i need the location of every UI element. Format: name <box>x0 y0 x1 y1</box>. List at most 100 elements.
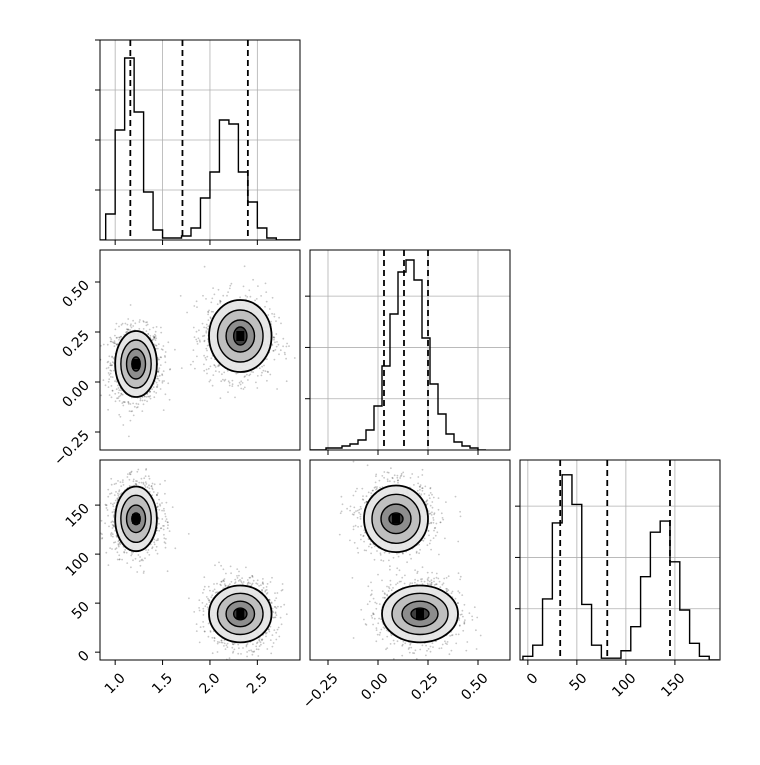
z-vs-x-point <box>118 554 120 556</box>
y-vs-x-point <box>167 382 169 384</box>
z-vs-x-point <box>139 556 141 558</box>
z-vs-x-point <box>257 583 259 585</box>
y-vs-x-point <box>111 356 113 358</box>
y-vs-x-point <box>205 359 207 361</box>
y-vs-x-point <box>266 301 268 303</box>
z-vs-y-panel-plot-area <box>339 459 482 660</box>
y-vs-x-point <box>212 287 214 289</box>
z-vs-x-point <box>225 585 227 587</box>
z-vs-x-point <box>237 644 239 646</box>
z-vs-x-point <box>113 542 115 544</box>
y-vs-x-point <box>103 379 105 381</box>
y-vs-x-point <box>228 380 230 382</box>
z-vs-x-point <box>155 550 157 552</box>
y-vs-x-point <box>160 332 162 334</box>
y-vs-x-point <box>210 366 212 368</box>
y-vs-x-point <box>229 385 231 387</box>
z-vs-x-point <box>247 579 249 581</box>
y-vs-x-point <box>224 380 226 382</box>
y-vs-x-point <box>267 314 269 316</box>
y-vs-x-point <box>165 361 167 363</box>
y-vs-x-point <box>128 403 130 405</box>
z-vs-y-point <box>342 503 344 505</box>
y-marginal-panel-plot-area <box>310 250 510 450</box>
z-vs-x-point <box>243 581 245 583</box>
y-vs-x-point <box>269 308 271 310</box>
z-vs-y-point <box>431 514 433 516</box>
y-vs-x-point <box>165 393 167 395</box>
z-vs-x-point <box>260 644 262 646</box>
y-vs-x-point <box>114 342 116 344</box>
y-vs-x-point <box>264 306 266 308</box>
z-vs-x-point <box>110 535 112 537</box>
z-vs-x-point <box>166 502 168 504</box>
z-vs-x-point <box>277 606 279 608</box>
z-vs-x-point <box>203 589 205 591</box>
z-marginal-histogram-step <box>523 475 719 660</box>
z-vs-x-point <box>272 634 274 636</box>
x-marginal-histogram-step <box>96 58 305 240</box>
z-vs-x-point <box>267 583 269 585</box>
y-vs-x-point <box>157 384 159 386</box>
y-vs-x-point <box>278 317 280 319</box>
y-vs-x-point <box>157 376 159 378</box>
z-vs-x-point <box>274 600 276 602</box>
y-vs-x-point <box>157 348 159 350</box>
z-vs-x-point <box>258 649 260 651</box>
z-vs-x-point <box>258 639 260 641</box>
z-vs-x-point <box>112 536 114 538</box>
z-vs-x-point <box>157 506 159 508</box>
y-vs-x-point <box>107 409 109 411</box>
z-vs-x-point <box>266 632 268 634</box>
z-vs-x-point <box>110 521 112 523</box>
z-vs-x-point <box>206 596 208 598</box>
y-vs-x-point <box>144 400 146 402</box>
y-vs-x-point <box>146 325 148 327</box>
y-vs-x-point <box>251 371 253 373</box>
y-vs-x-point <box>214 294 216 296</box>
y-vs-x-point <box>162 349 164 351</box>
z-vs-x-point <box>153 491 155 493</box>
z-vs-x-point <box>138 554 140 556</box>
y-vs-x-point <box>125 323 127 325</box>
y-vs-x-point <box>122 424 124 426</box>
y-vs-x-point <box>244 387 246 389</box>
y-vs-x-point <box>280 349 282 351</box>
z-vs-x-point <box>262 581 264 583</box>
y-vs-x-point <box>156 378 158 380</box>
z-vs-y-point <box>349 510 351 512</box>
y-vs-x-point <box>181 367 183 369</box>
z-vs-x-point <box>275 606 277 608</box>
y-vs-x-panel <box>89 250 300 450</box>
z-vs-x-point <box>116 535 118 537</box>
y-vs-x-panel-plot-area <box>89 265 296 437</box>
z-vs-x-point <box>157 492 159 494</box>
z-vs-x-point <box>263 587 265 589</box>
y-vs-x-point <box>143 328 145 330</box>
y-vs-x-point <box>116 337 118 339</box>
y-vs-x-point <box>266 380 268 382</box>
y-vs-x-point <box>275 349 277 351</box>
z-vs-x-point <box>136 484 138 486</box>
y-vs-x-point <box>208 319 210 321</box>
z-vs-x-point <box>273 642 275 644</box>
y-vs-x-point <box>203 335 205 337</box>
z-vs-x-point <box>282 583 284 585</box>
z-vs-x-point <box>130 555 132 557</box>
z-vs-x-point <box>145 549 147 551</box>
z-vs-x-point <box>145 481 147 483</box>
z-vs-x-point <box>164 513 166 515</box>
y-vs-x-point <box>232 383 234 385</box>
y-vs-x-point <box>263 370 265 372</box>
y-vs-x-point <box>130 403 132 405</box>
y-vs-x-point <box>274 341 276 343</box>
y-vs-x-point <box>278 353 280 355</box>
z-vs-x-point <box>266 586 268 588</box>
z-vs-x-point <box>104 522 106 524</box>
z-vs-x-point <box>101 538 103 540</box>
z-vs-x-point <box>126 552 128 554</box>
y-vs-x-point <box>196 356 198 358</box>
z-vs-x-point <box>154 544 156 546</box>
z-vs-y-point <box>424 486 426 488</box>
z-vs-x-point <box>119 489 121 491</box>
